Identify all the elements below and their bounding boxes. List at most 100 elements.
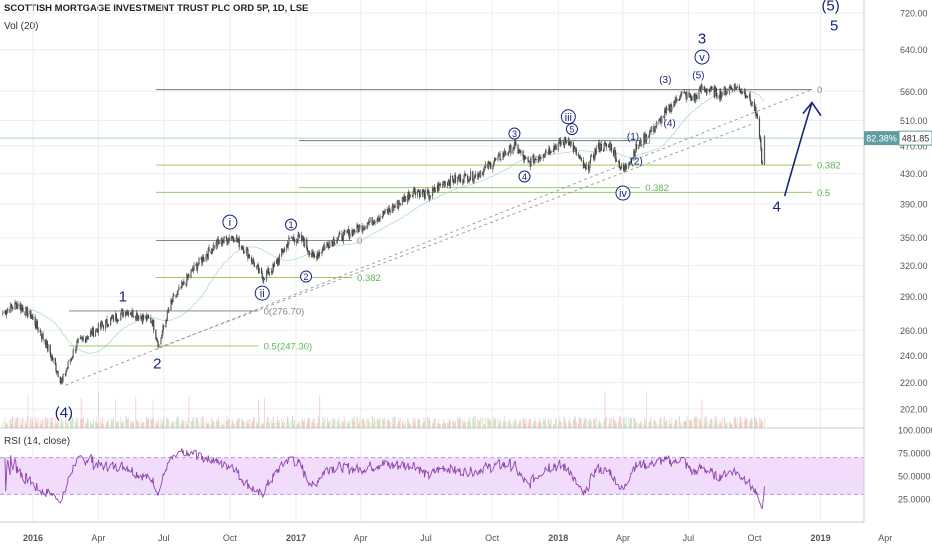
volume-bar <box>628 417 630 428</box>
volume-bar <box>236 419 238 428</box>
wave-label: 2 <box>304 272 309 282</box>
volume-bar <box>116 422 118 428</box>
volume-bar <box>685 421 687 428</box>
volume-bar <box>281 421 283 428</box>
candle-body <box>524 155 526 158</box>
volume-bar <box>713 423 715 428</box>
candle-body <box>313 254 315 257</box>
volume-bar <box>231 418 233 428</box>
wave-circle <box>560 109 576 125</box>
volume-bar <box>51 418 53 428</box>
candle-body <box>297 234 299 241</box>
candle-body <box>218 241 220 244</box>
volume-bar <box>695 416 696 428</box>
volume-bar <box>106 420 108 428</box>
candle-body <box>419 189 421 197</box>
candle-body <box>37 327 39 332</box>
volume-bar <box>36 420 37 428</box>
candle-body <box>213 244 215 249</box>
volume-bar <box>228 418 229 428</box>
volume-bar <box>646 391 648 428</box>
volume-bar <box>560 420 561 428</box>
volume-bar <box>497 418 499 428</box>
volume-bar <box>240 417 242 428</box>
level-label: 0(276.70) <box>264 306 305 317</box>
candle-body <box>487 162 490 169</box>
candle-body <box>172 295 174 303</box>
volume-bar <box>263 424 265 428</box>
volume-bar <box>277 420 279 428</box>
candle-body <box>5 312 8 315</box>
volume-bar <box>530 422 532 428</box>
candle-body <box>540 157 542 159</box>
candle-body <box>11 306 13 309</box>
candle-body <box>676 98 678 101</box>
volume-bar <box>539 422 541 428</box>
volume-bar <box>80 397 82 428</box>
volume-bar <box>493 416 495 428</box>
volume-bar <box>207 424 209 428</box>
candle-body <box>472 179 475 182</box>
volume-bar <box>175 421 177 428</box>
candle-body <box>543 155 545 157</box>
volume-bar <box>27 394 29 428</box>
candle-body <box>165 319 167 327</box>
candle-body <box>236 237 238 242</box>
volume-bar <box>686 416 688 428</box>
volume-bar <box>316 423 318 428</box>
candle-body <box>176 294 178 297</box>
volume-bar <box>258 418 260 428</box>
volume-bar <box>181 420 183 428</box>
candle-body <box>39 330 41 333</box>
volume-bar <box>517 423 519 428</box>
volume-bar <box>212 420 214 428</box>
volume-bar <box>86 421 88 428</box>
volume-bar <box>10 419 12 428</box>
volume-bar <box>268 417 270 428</box>
candle-body <box>728 86 730 92</box>
volume-bar <box>177 416 178 428</box>
volume-bar <box>409 423 411 428</box>
volume-bar <box>162 420 164 428</box>
candle-body <box>704 87 706 92</box>
candle-body <box>726 91 728 93</box>
volume-bar <box>327 417 329 428</box>
volume-bar <box>422 422 423 428</box>
volume-bar <box>383 417 385 428</box>
volume-bar <box>580 418 582 428</box>
volume-bar <box>743 420 745 428</box>
candle-body <box>334 243 336 245</box>
level-label: 0.382 <box>357 273 381 284</box>
candle-body <box>183 281 185 285</box>
candle-body <box>575 148 577 155</box>
candle-body <box>253 262 255 267</box>
candle-body <box>656 121 658 127</box>
wave-label: 3 <box>698 30 706 47</box>
volume-bar <box>608 424 609 428</box>
volume-bar <box>741 420 743 428</box>
candle-body <box>708 89 710 92</box>
candle-body <box>464 173 467 177</box>
grid <box>0 0 886 523</box>
volume-bar <box>725 423 727 428</box>
volume-bar <box>540 421 542 428</box>
volume-bar <box>286 416 288 428</box>
volume-bar <box>754 417 755 428</box>
volume-bar <box>192 418 193 428</box>
candle-body <box>27 313 29 317</box>
rsi-band-fill <box>0 457 864 495</box>
volume-bar <box>522 417 524 428</box>
volume-bar <box>54 417 56 428</box>
volume-bar <box>261 424 262 428</box>
volume-bar <box>704 422 706 428</box>
volume-bar <box>130 421 132 428</box>
candle-body <box>654 126 656 131</box>
volume-bar <box>703 417 705 428</box>
wave-label: ii <box>260 288 265 300</box>
candle-body <box>658 119 660 123</box>
volume-bar <box>371 416 373 428</box>
volume-bar <box>621 424 622 428</box>
volume-bar <box>223 419 225 428</box>
volume-bar <box>736 418 738 428</box>
